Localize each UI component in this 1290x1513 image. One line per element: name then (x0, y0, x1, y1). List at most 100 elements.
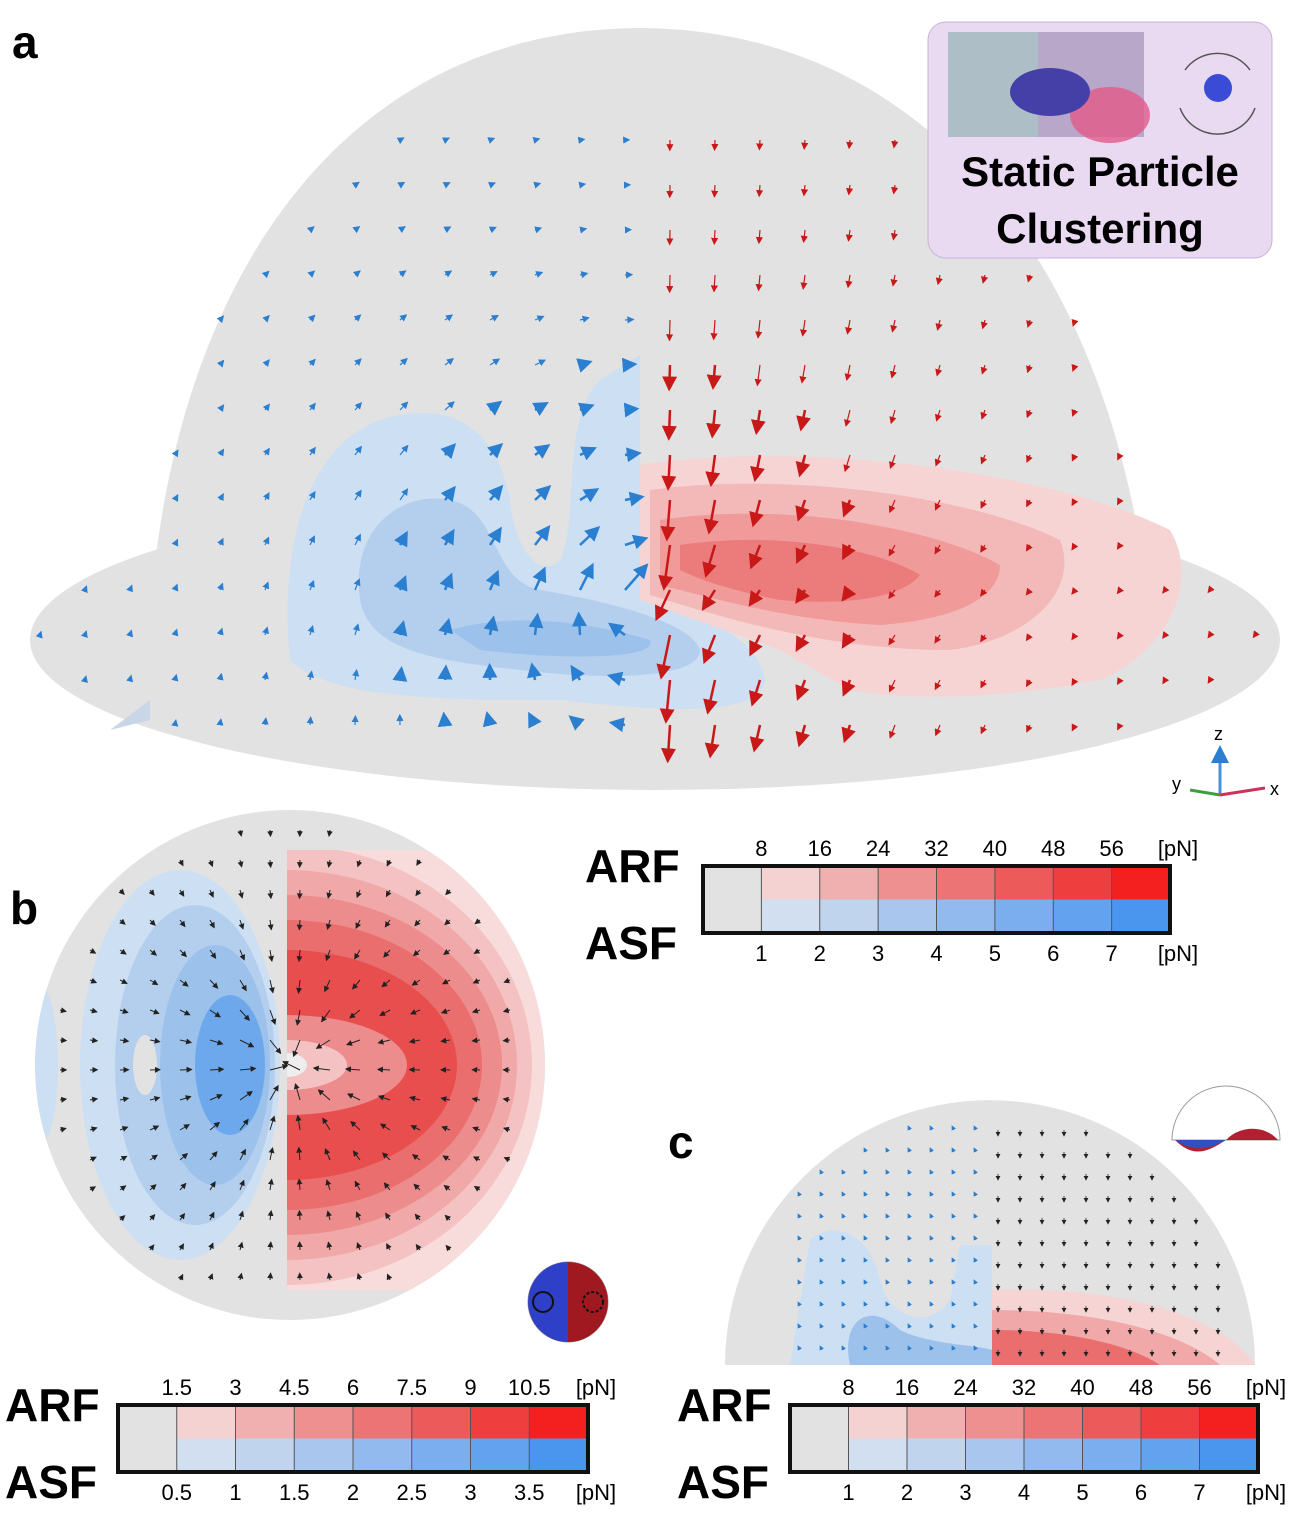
arrow (282, 1061, 301, 1071)
arrow (149, 1008, 160, 1015)
arrow (951, 1213, 956, 1219)
arrow (409, 1009, 421, 1015)
arrow (841, 1301, 846, 1307)
arrow (445, 888, 452, 896)
colorbar-label: ASF (5, 1456, 97, 1508)
colorbar-cell (848, 1405, 907, 1439)
arrow (1071, 632, 1079, 641)
arrow (239, 1090, 253, 1101)
arrow (843, 454, 851, 473)
arrow (885, 1301, 890, 1307)
arrow (907, 1213, 912, 1219)
arrow (444, 270, 453, 278)
colorbar-tick-label: 16 (895, 1375, 919, 1400)
arrow (863, 1213, 868, 1219)
arrow (973, 1169, 978, 1175)
arrow (326, 859, 333, 868)
arrow (171, 538, 179, 547)
arrow (710, 229, 719, 246)
arrow (59, 1007, 67, 1014)
colorbar-tick-label: 1.5 (279, 1480, 310, 1505)
arrow (324, 1148, 331, 1161)
arrow (149, 979, 159, 986)
arrow (888, 679, 896, 693)
colorbar-unit: [pN] (1158, 941, 1198, 966)
arrow (1071, 318, 1079, 327)
arrow (353, 314, 362, 322)
arrow (934, 544, 942, 555)
colorbar-cell (470, 1438, 530, 1472)
arrow (532, 566, 547, 591)
colorbar-tick-label: 56 (1187, 1375, 1211, 1400)
arrow (269, 1084, 279, 1101)
arrow (797, 1191, 802, 1197)
colorbar-tick-label: 4 (1018, 1480, 1030, 1505)
arrow (1071, 723, 1079, 732)
arrow (171, 718, 179, 727)
arrow (951, 1345, 956, 1351)
arrow (325, 949, 331, 962)
arrow (846, 139, 854, 150)
arrow (703, 499, 719, 535)
arrow (89, 977, 98, 984)
arrow (534, 271, 544, 278)
arrow (355, 919, 361, 929)
arrow (179, 1066, 193, 1073)
arrow (217, 404, 225, 413)
arrow (392, 620, 408, 637)
arrow (624, 534, 649, 550)
colorbar-label: ARF (5, 1379, 100, 1431)
arrow (207, 1273, 214, 1281)
arrow (980, 364, 988, 375)
arrow (1116, 586, 1124, 595)
arrow (1207, 630, 1215, 639)
colorbar-tick-label: 6 (1047, 941, 1059, 966)
arrow (624, 316, 635, 324)
arrow (414, 1213, 421, 1221)
colorbar-cell (118, 1405, 177, 1472)
panel-label: c (668, 1116, 694, 1168)
arrow (710, 319, 718, 341)
panel-label: b (10, 882, 38, 934)
arrow (119, 918, 126, 925)
colorbar-tick-label: 2 (814, 941, 826, 966)
arrow (748, 679, 764, 707)
arrow (662, 364, 678, 392)
arrow (534, 485, 552, 501)
arrow (410, 1125, 421, 1131)
arrow (239, 1148, 246, 1161)
colorbar-tick-label: 10.5 (508, 1375, 551, 1400)
arrow (89, 1007, 98, 1014)
arrow (209, 1181, 216, 1191)
arrow (440, 443, 457, 460)
arrow (1071, 498, 1079, 507)
arrow (386, 1242, 392, 1251)
arrow (354, 1180, 361, 1191)
arrow (907, 1125, 912, 1131)
arrow (528, 612, 544, 636)
arrow (702, 634, 717, 665)
arrow (354, 358, 362, 366)
arrow (352, 270, 361, 278)
arrow (356, 1272, 363, 1281)
arrow (1026, 274, 1034, 283)
arrow (929, 1147, 934, 1153)
arrow (1071, 453, 1079, 462)
arrow (701, 589, 717, 612)
colorbar-tick-label: 1 (755, 941, 767, 966)
axis-label: y (1172, 774, 1181, 794)
arrow (980, 679, 988, 689)
arrow (929, 1301, 934, 1307)
arrow (888, 544, 896, 557)
arrow (1026, 364, 1033, 374)
arrow (267, 1209, 274, 1221)
axes-triad: z y x (1172, 724, 1279, 799)
arrow (891, 184, 899, 195)
arrow (863, 1301, 868, 1307)
arrow (306, 226, 315, 234)
arrow (238, 1210, 245, 1221)
colorbar-tick-label: 16 (808, 836, 832, 861)
arrow (888, 724, 896, 739)
arrow (411, 979, 421, 986)
